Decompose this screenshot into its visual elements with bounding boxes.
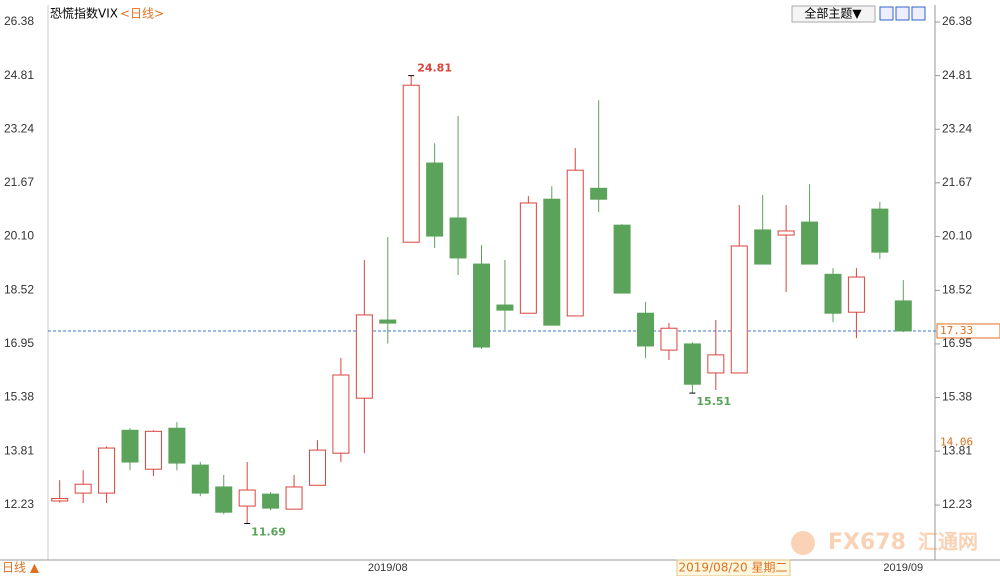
candle-body: [566, 169, 584, 317]
theme-menu[interactable]: 全部主题▼: [804, 6, 862, 21]
y-tick-label: 15.38: [942, 390, 972, 404]
y-tick-label: 13.81: [942, 443, 972, 457]
y-tick-label: 24.81: [942, 68, 972, 82]
y-tick-label: 21.67: [4, 175, 34, 189]
candle-body: [754, 229, 772, 265]
candle-body: [402, 84, 420, 243]
candle-body: [519, 202, 537, 314]
low-label: 11.69: [251, 525, 286, 538]
candle-body: [660, 327, 678, 351]
icon-button[interactable]: [911, 6, 926, 21]
y-tick-label: 20.10: [4, 229, 34, 243]
candle-body: [543, 198, 561, 326]
candle-body: [801, 221, 819, 265]
x-tick-label: 2019/09: [883, 562, 923, 574]
candle-body: [191, 464, 209, 494]
candle-body: [332, 374, 350, 454]
icon-button[interactable]: [895, 6, 910, 21]
period-label: <日线>: [120, 7, 164, 21]
candle-body: [379, 319, 397, 324]
theme-menu-box[interactable]: [791, 5, 876, 23]
candle-body: [285, 486, 303, 510]
candle-body: [707, 354, 725, 374]
watermark: FX678: [828, 530, 906, 555]
candle-body: [262, 493, 280, 509]
y-tick-label: 26.38: [942, 14, 972, 28]
y-tick-label: 23.24: [4, 121, 34, 135]
last-price-label: 17.33: [940, 324, 973, 337]
candle-body: [777, 230, 795, 236]
candle-body: [847, 276, 865, 313]
candle-body: [355, 314, 373, 399]
last-price-box: [936, 323, 1000, 339]
candle-body: [215, 486, 233, 513]
period-button[interactable]: 日线 ▲: [2, 561, 40, 575]
candle-body: [168, 427, 186, 464]
x-tick-label: 2019/08: [368, 562, 408, 574]
candle-body: [98, 447, 116, 494]
watermark-logo: [791, 531, 815, 555]
y-tick-label: 18.52: [4, 283, 34, 297]
watermark: 汇通网: [918, 530, 978, 554]
y-tick-label: 24.81: [4, 68, 34, 82]
candle-body: [496, 304, 514, 311]
y-tick-label: 16.95: [4, 336, 34, 350]
candle-body: [144, 430, 162, 470]
high-label: 24.81: [417, 62, 452, 75]
candle-body: [74, 483, 92, 494]
y-tick-label: 12.23: [4, 497, 34, 511]
candle-body: [449, 217, 467, 259]
y-tick-label: 16.95: [942, 336, 972, 350]
candle-body: [426, 162, 444, 237]
candle-body: [824, 273, 842, 314]
candle-body: [51, 498, 69, 502]
y-tick-label: 18.52: [942, 283, 972, 297]
y-tick-label: 23.24: [942, 121, 972, 135]
candle-body: [871, 208, 889, 253]
candle-body: [637, 312, 655, 347]
low-label: 15.51: [696, 395, 731, 408]
candle-body: [121, 429, 139, 463]
candle-body: [308, 449, 326, 486]
candle-body: [894, 300, 912, 332]
y-tick-label: 15.38: [4, 390, 34, 404]
y-tick-label: 12.23: [942, 497, 972, 511]
y-tick-label: 20.10: [942, 229, 972, 243]
y-tick-label: 13.81: [4, 443, 34, 457]
chart-title: 恐慌指数VIX: [50, 6, 118, 21]
y-tick-label: 26.38: [4, 14, 34, 28]
candle-body: [683, 343, 701, 385]
y-tick-label: 21.67: [942, 175, 972, 189]
candle-body: [730, 245, 748, 374]
candle-body: [473, 263, 490, 348]
price-marker-label: 14.06: [940, 436, 973, 449]
icon-button[interactable]: [879, 6, 894, 21]
candle-body: [238, 489, 256, 507]
candle-body: [613, 224, 631, 294]
crosshair-label: 2019/08/20 星期二: [679, 561, 788, 575]
candle-body: [590, 187, 608, 200]
